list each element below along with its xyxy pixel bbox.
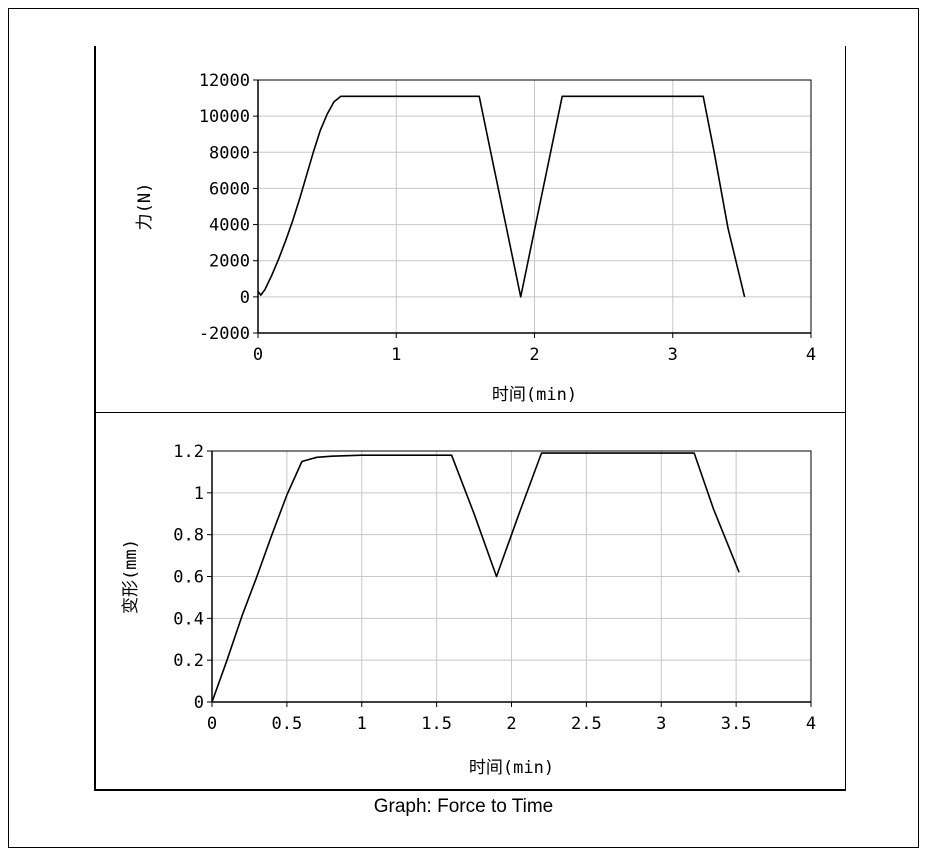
chart-panel xyxy=(94,46,846,791)
chart2-xtick-label: 0 xyxy=(207,714,217,734)
chart2-series-line xyxy=(211,452,740,703)
chart2-ytick-label: 0.4 xyxy=(173,609,204,629)
chart2-xtick-label: 0.5 xyxy=(272,714,303,734)
chart1-xtick-label: 1 xyxy=(391,345,401,365)
chart2-xtick-label: 3.5 xyxy=(721,714,752,734)
chart1-ytick-label: 0 xyxy=(240,288,250,308)
chart2-xtick-label: 2 xyxy=(506,714,516,734)
panel-bottom-border xyxy=(94,789,846,791)
chart1-ytick-label: 10000 xyxy=(199,107,250,127)
chart2-ytick-label: 1 xyxy=(194,484,204,504)
chart1-ytick-label: 8000 xyxy=(209,143,250,163)
figure-caption: Graph: Force to Time xyxy=(373,796,554,817)
chart1-ytick-label: 12000 xyxy=(199,71,250,91)
chart2-xtick-label: 1.5 xyxy=(421,714,452,734)
figure-frame xyxy=(8,8,919,848)
chart2-xtick-label: 1 xyxy=(357,714,367,734)
chart1-ytick-label: 4000 xyxy=(209,216,250,236)
chart2-ytick-label: 0.8 xyxy=(173,526,204,546)
chart1-x-axis-label: 时间(min) xyxy=(492,385,577,405)
chart1-xtick-label: 4 xyxy=(806,345,816,365)
chart2-ytick-label: 0.2 xyxy=(173,651,204,671)
chart2-y-axis-label: 变形(mm) xyxy=(121,539,141,614)
panel-right-border xyxy=(845,46,846,791)
chart2-ytick-label: 0.6 xyxy=(173,568,204,588)
chart2-xtick-label: 2.5 xyxy=(571,714,602,734)
chart2-x-axis-label: 时间(min) xyxy=(469,758,554,778)
chart2-ytick-label: 0 xyxy=(194,693,204,713)
panel-left-border xyxy=(94,46,96,791)
chart2-xtick-label: 3 xyxy=(656,714,666,734)
chart1-ytick-label: 2000 xyxy=(209,252,250,272)
chart1-xtick-label: 2 xyxy=(529,345,539,365)
chart2-ytick-label: 1.2 xyxy=(173,442,204,462)
chart1-ytick-label: 6000 xyxy=(209,179,250,199)
chart1-series-line xyxy=(257,95,746,298)
chart2-xtick-label: 4 xyxy=(806,714,816,734)
panel-divider xyxy=(94,412,846,413)
chart1-xtick-label: 3 xyxy=(668,345,678,365)
chart1-ytick-label: -2000 xyxy=(199,324,250,344)
chart1-xtick-label: 0 xyxy=(253,345,263,365)
chart1-y-axis-label: 力(N) xyxy=(135,183,155,231)
